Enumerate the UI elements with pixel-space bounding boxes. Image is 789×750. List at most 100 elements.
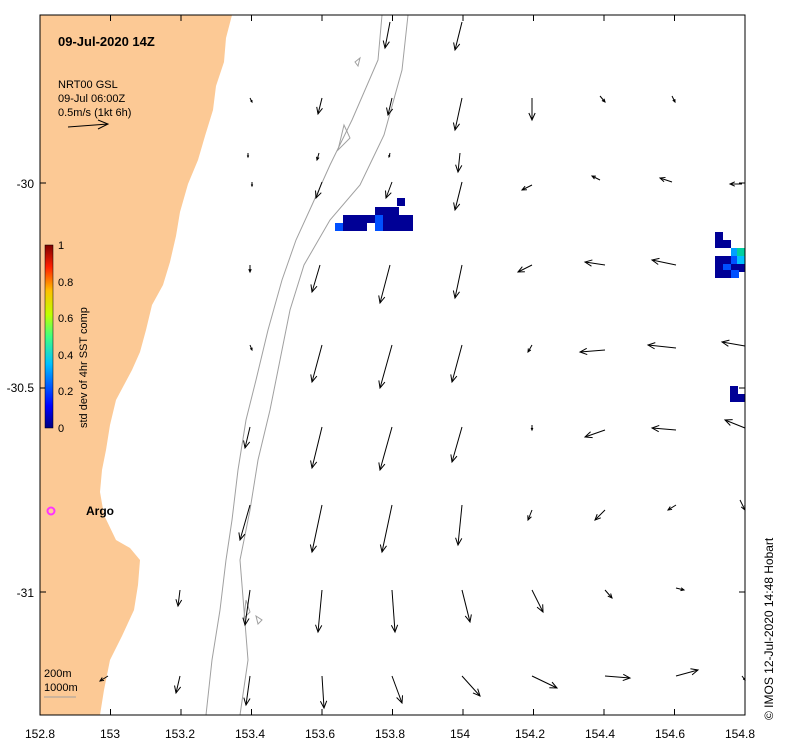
x-tick-label: 154.4 [585,727,615,741]
current-vector [739,499,746,512]
sst-cell [399,215,407,223]
x-tick-label: 153.2 [165,727,195,741]
sst-cell [351,215,359,223]
sst-cell [359,215,367,223]
current-vector [675,587,686,592]
x-tick-label: 153.8 [375,727,405,741]
x-tick-label: 154.2 [515,727,545,741]
argo-marker [46,506,56,516]
current-vector [728,181,742,187]
current-vector [723,419,746,429]
current-vector [650,257,677,266]
sst-cell [731,248,739,256]
y-tick-label: -30.5 [7,381,35,395]
current-vector [666,504,677,511]
colorbar-title: std dev of 4hr SST comp [78,307,90,438]
current-vector [248,265,252,274]
current-vector [583,429,606,439]
current-vector [175,589,183,608]
sst-cell [737,248,745,256]
current-vector [98,675,109,682]
x-tick-label: 154 [450,727,470,741]
current-vector [238,504,251,542]
vector-legend-line1: NRT00 GSL [58,79,118,91]
sst-cell [375,207,383,215]
current-vector [578,347,606,356]
current-vector [520,184,533,191]
current-vector [452,97,463,132]
current-vector [309,504,323,554]
current-vector [720,339,746,347]
sst-cell [731,264,739,272]
colorbar-tick: 0.8 [58,277,73,289]
vector-legend-line3: 0.5m/s (1kt 6h) [58,107,131,119]
current-vector [527,509,533,522]
sst-cell [715,240,723,248]
current-vector [583,259,606,267]
current-vector [378,264,391,305]
sst-cell [399,223,407,231]
current-vector [250,182,254,188]
current-vector [391,675,404,705]
current-vector [594,509,606,521]
current-vector [385,181,393,200]
sst-cell [730,386,738,394]
sst-cell [343,215,351,223]
sst-cell [383,223,391,231]
current-vector [249,344,253,352]
depth-contour-200m [205,14,383,716]
current-vector [531,589,544,614]
x-tick-label: 153.4 [235,727,265,741]
x-tick-label: 154.8 [725,727,755,741]
depth-legend-shallow: 200m [44,668,72,680]
current-vectors [98,21,746,710]
current-vector [310,426,323,470]
current-vector [453,21,463,52]
current-vector [646,342,677,350]
sst-cell [359,223,367,231]
current-vector [455,504,463,547]
current-vector [315,181,323,200]
sst-cell [335,223,343,231]
current-vector [316,152,320,162]
current-vector [243,426,251,450]
colorbar-tick: 0.6 [58,313,73,325]
current-vector [604,673,632,682]
current-vector [530,425,534,432]
sst-cell [715,232,723,240]
sst-cell [375,223,383,231]
sst-cell [391,215,399,223]
current-vector [453,181,463,212]
sst-cell [375,215,383,223]
sst-cell [737,394,745,402]
current-vector [590,175,601,181]
sst-cell [730,394,738,402]
current-vector [378,426,393,472]
colorbar-title-text: std dev of 4hr SST comp [78,307,90,428]
current-vector [455,152,463,174]
current-vector [249,97,253,104]
current-vector [379,504,393,554]
sst-cell [405,223,413,231]
x-axis-labels: 152.8 153 153.2 153.4 153.6 153.8 154 15… [25,727,755,741]
current-vector [319,675,328,710]
colorbar-tick: 1 [58,240,64,252]
current-vector [599,95,606,103]
vector-legend-line2: 09-Jul 06:00Z [58,93,126,105]
current-vector [310,264,321,294]
sst-cell [397,198,405,206]
current-vector [450,344,463,384]
colorbar-tick: 0.4 [58,350,73,362]
y-tick-label: -30 [17,177,35,191]
depth-contour-small [243,56,361,625]
sst-cell [723,270,731,278]
sst-cell [723,240,731,248]
x-tick-label: 153.6 [305,727,335,741]
sst-cell [731,256,739,264]
current-vector [310,344,323,384]
colorbar-labels: 1 0.8 0.6 0.4 0.2 0 [58,240,73,435]
current-vector [174,675,182,695]
sst-cell [715,256,723,264]
depth-legend-deep: 1000m [44,682,78,694]
